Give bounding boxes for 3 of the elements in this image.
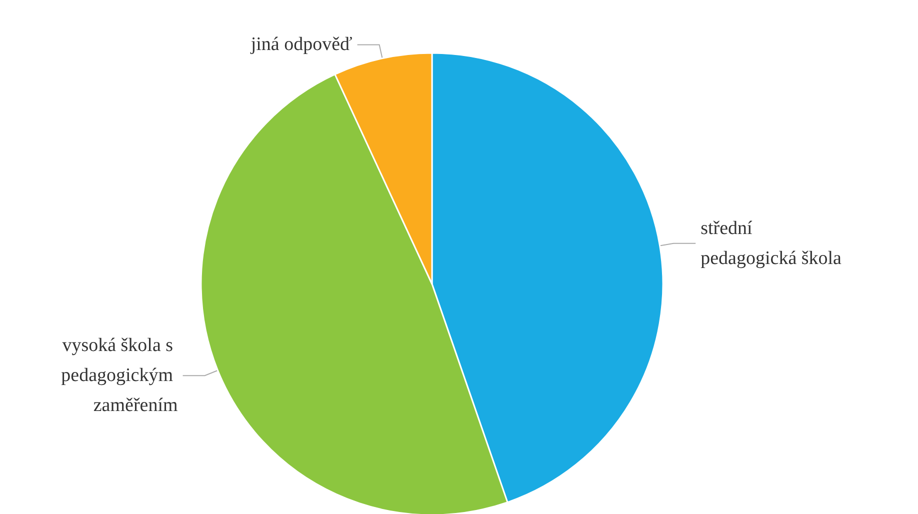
- slice-label: jiná odpověď: [250, 34, 352, 56]
- slice-label: vysoká škola s pedagogickým zaměřením: [61, 335, 178, 416]
- slice-label: střední pedagogická škola: [700, 218, 842, 269]
